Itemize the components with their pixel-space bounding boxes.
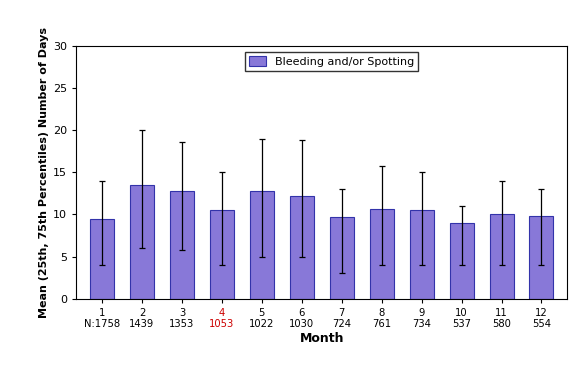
Bar: [529, 216, 553, 299]
Bar: [90, 219, 114, 299]
Bar: [490, 214, 514, 299]
Bar: [250, 191, 274, 299]
Bar: [450, 223, 474, 299]
Y-axis label: Mean (25th, 75th Percentiles) Number of Days: Mean (25th, 75th Percentiles) Number of …: [39, 27, 49, 318]
Bar: [210, 210, 234, 299]
X-axis label: Month: Month: [300, 332, 344, 345]
Bar: [130, 185, 154, 299]
Bar: [410, 210, 433, 299]
Bar: [290, 196, 314, 299]
Legend: Bleeding and/or Spotting: Bleeding and/or Spotting: [245, 52, 418, 71]
Bar: [170, 191, 194, 299]
Bar: [370, 209, 394, 299]
Bar: [330, 217, 354, 299]
